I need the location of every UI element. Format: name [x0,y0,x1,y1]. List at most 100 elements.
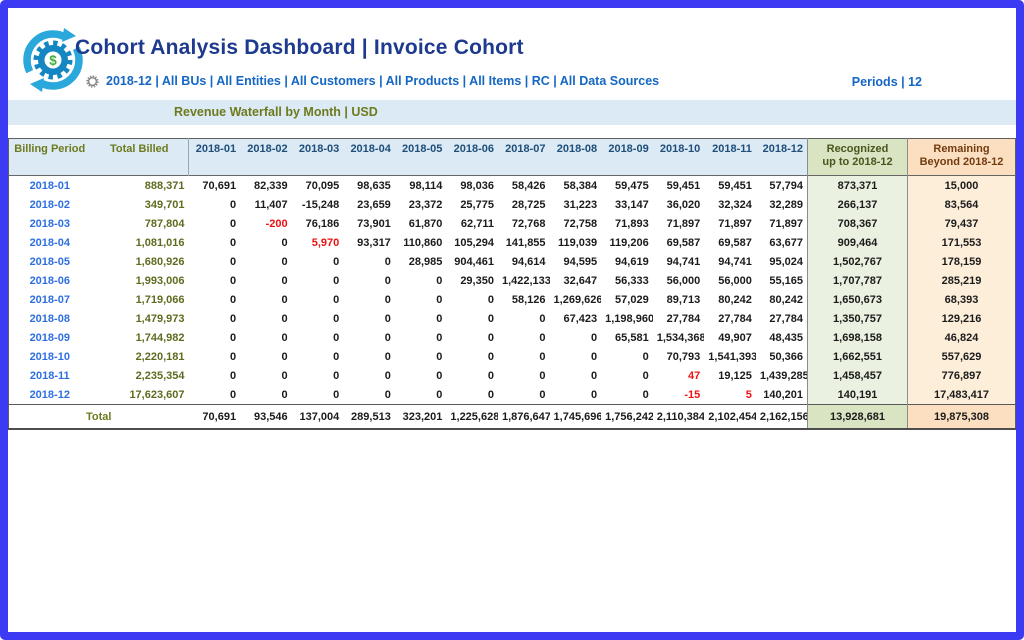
month-value: 0 [292,290,344,309]
remaining-value: 557,629 [908,347,1016,366]
month-value: 72,768 [498,214,550,233]
total-month-value: 289,513 [343,405,395,430]
settings-gear-icon[interactable] [86,75,99,88]
total-billed-value: 349,701 [91,195,189,214]
month-value: 28,985 [395,252,447,271]
month-value: 70,095 [292,176,344,196]
month-value: 70,793 [653,347,705,366]
section-title-bar: Revenue Waterfall by Month | USD [8,100,1016,125]
billing-period-link[interactable]: 2018-10 [9,347,91,366]
table-row: 2018-071,719,06600000058,1261,269,62657,… [9,290,1016,309]
remaining-value: 79,437 [908,214,1016,233]
month-value: 80,242 [756,290,808,309]
table-row: 2018-112,235,3540000000004719,1251,439,2… [9,366,1016,385]
col-header-month: 2018-11 [704,139,756,176]
billing-period-link[interactable]: 2018-12 [9,385,91,405]
month-value: 94,741 [704,252,756,271]
month-value: 71,897 [653,214,705,233]
section-title: Revenue Waterfall by Month | USD [8,100,1016,125]
table-body: 2018-01888,37170,69182,33970,09598,63598… [9,176,1016,405]
col-header-month: 2018-04 [343,139,395,176]
remaining-header-line2: Beyond 2018-12 [920,156,1004,168]
month-value: 59,475 [601,176,653,196]
col-header-month: 2018-01 [189,139,241,176]
month-value: 0 [240,252,292,271]
month-value: 93,317 [343,233,395,252]
recognized-value: 1,698,158 [808,328,908,347]
month-value: 94,619 [601,252,653,271]
month-value: 23,659 [343,195,395,214]
remaining-value: 68,393 [908,290,1016,309]
total-month-value: 323,201 [395,405,447,430]
month-value: 0 [343,309,395,328]
month-value: 94,614 [498,252,550,271]
billing-period-link[interactable]: 2018-03 [9,214,91,233]
month-value: 98,635 [343,176,395,196]
recognized-value: 909,464 [808,233,908,252]
table-row: 2018-041,081,016005,97093,317110,860105,… [9,233,1016,252]
month-value: 0 [601,347,653,366]
month-value: 67,423 [550,309,602,328]
month-value: 0 [395,366,447,385]
billing-period-link[interactable]: 2018-08 [9,309,91,328]
remaining-value: 15,000 [908,176,1016,196]
month-value: 0 [240,366,292,385]
month-value: 1,422,133 [498,271,550,290]
table-row: 2018-01888,37170,69182,33970,09598,63598… [9,176,1016,196]
month-value: 0 [189,252,241,271]
month-value: 0 [601,385,653,405]
month-value: 94,595 [550,252,602,271]
billing-period-link[interactable]: 2018-05 [9,252,91,271]
total-month-value: 137,004 [292,405,344,430]
total-billed-value: 1,993,006 [91,271,189,290]
recognized-value: 1,707,787 [808,271,908,290]
billing-period-link[interactable]: 2018-01 [9,176,91,196]
total-month-value: 1,745,696 [550,405,602,430]
table-row: 2018-1217,623,607000000000-155140,201140… [9,385,1016,405]
svg-text:$: $ [49,53,57,68]
total-recognized-value: 13,928,681 [808,405,908,430]
month-value: 0 [395,347,447,366]
month-value: 71,897 [704,214,756,233]
month-value: 69,587 [653,233,705,252]
recognized-value: 1,502,767 [808,252,908,271]
recognized-value: 266,137 [808,195,908,214]
total-remaining-value: 19,875,308 [908,405,1016,430]
month-value: 56,000 [653,271,705,290]
month-value: 28,725 [498,195,550,214]
month-value: 0 [343,252,395,271]
billing-period-link[interactable]: 2018-04 [9,233,91,252]
dashboard-frame: $ Cohort Analysis Dashboard | Invoice Co… [0,0,1024,640]
month-value: 27,784 [704,309,756,328]
billing-period-link[interactable]: 2018-11 [9,366,91,385]
billing-period-link[interactable]: 2018-07 [9,290,91,309]
col-header-month: 2018-03 [292,139,344,176]
remaining-value: 776,897 [908,366,1016,385]
month-value: 0 [498,366,550,385]
month-value: 1,541,393 [704,347,756,366]
month-value: 32,324 [704,195,756,214]
month-value: 0 [343,347,395,366]
col-header-month: 2018-05 [395,139,447,176]
total-month-value: 70,691 [189,405,241,430]
month-value: 0 [343,290,395,309]
month-value: 5 [704,385,756,405]
month-value: 31,223 [550,195,602,214]
month-value: 0 [189,271,241,290]
recognized-value: 1,662,551 [808,347,908,366]
month-value: -15,248 [292,195,344,214]
month-value: 33,147 [601,195,653,214]
month-value: 0 [240,271,292,290]
billing-period-link[interactable]: 2018-06 [9,271,91,290]
month-value: 58,384 [550,176,602,196]
col-header-remaining: Remaining Beyond 2018-12 [908,139,1016,176]
total-month-value: 2,162,156 [756,405,808,430]
month-value: 11,407 [240,195,292,214]
billing-period-link[interactable]: 2018-02 [9,195,91,214]
month-value: 0 [189,309,241,328]
month-value: 0 [395,309,447,328]
month-value: 0 [189,233,241,252]
month-value: 0 [189,290,241,309]
billing-period-link[interactable]: 2018-09 [9,328,91,347]
month-value: 0 [292,366,344,385]
